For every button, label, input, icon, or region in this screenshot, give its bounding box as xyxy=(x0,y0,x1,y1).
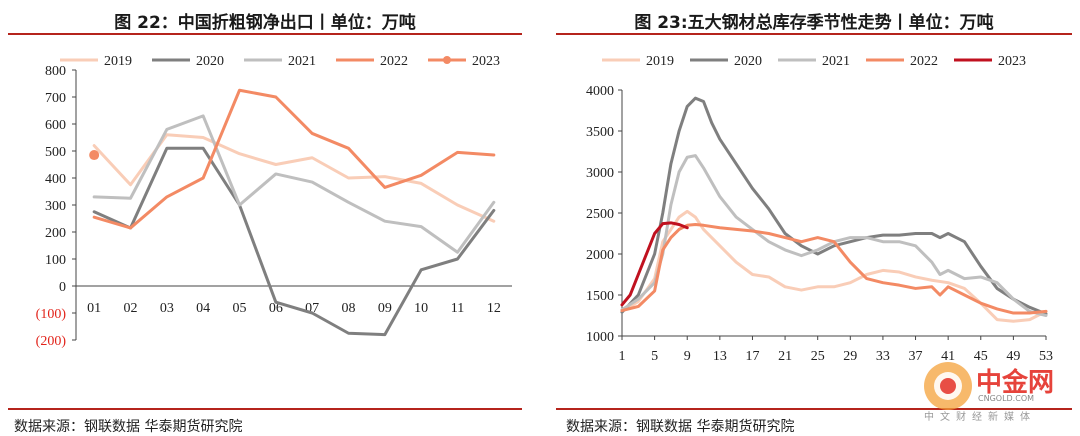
series-line-2020 xyxy=(620,96,1048,316)
left-x-tick-label: 01 xyxy=(87,301,101,316)
left-y-tick-label: 200 xyxy=(45,226,66,241)
legend-marker-2023 xyxy=(443,56,451,64)
left-source-rule xyxy=(8,408,522,410)
right-x-tick-label: 41 xyxy=(941,349,955,364)
left-y-tick-label: 400 xyxy=(45,172,66,187)
right-y-tick-label: 2500 xyxy=(586,207,614,222)
right-x-tick-label: 29 xyxy=(843,349,857,364)
left-title-rule xyxy=(8,33,522,35)
series-line-2021 xyxy=(620,154,1048,317)
right-x-tick-label: 37 xyxy=(909,349,923,364)
right-x-tick-label: 45 xyxy=(974,349,988,364)
left-y-tick-label: 600 xyxy=(45,118,66,133)
series-line-2022 xyxy=(620,222,1048,315)
right-chart-svg: 2019 2020 2021 2022 2023 1000 1500 2000 2500 3000… xyxy=(586,54,1053,364)
legend-label-2023: 2023 xyxy=(998,54,1026,69)
right-x-tick-label: 9 xyxy=(684,349,691,364)
right-x-tick-label: 53 xyxy=(1039,349,1053,364)
series-line-2023 xyxy=(620,221,689,307)
watermark-cn: 中金网 xyxy=(976,368,1055,398)
left-y-tick-label: 100 xyxy=(45,253,66,268)
right-y-tick-label: 1500 xyxy=(586,289,614,304)
right-y-tick-label: 3000 xyxy=(586,166,614,181)
cngold-watermark: 中金网 CNGOLD.COM 中文财经新媒体 xyxy=(920,358,1076,423)
right-y-tick-label: 2000 xyxy=(586,248,614,263)
right-source-rule xyxy=(556,408,1072,410)
series-line-2019 xyxy=(620,209,1048,323)
right-x-tick-label: 5 xyxy=(651,349,658,364)
left-y-tick-label: 300 xyxy=(45,199,66,214)
left-x-tick-label: 12 xyxy=(487,301,501,316)
left-chart-svg: 2019 2020 2021 2022 2023 (200) (100) 0 100 200 300… xyxy=(36,54,512,349)
right-y-tick-label: 3500 xyxy=(586,125,614,140)
legend-label-2022: 2022 xyxy=(910,54,938,69)
legend-label-2020: 2020 xyxy=(734,54,762,69)
legend-label-2021: 2021 xyxy=(822,54,850,69)
left-x-tick-label: 03 xyxy=(160,301,174,316)
series-line-2020 xyxy=(92,146,496,337)
legend-label-2022: 2022 xyxy=(380,54,408,69)
right-x-tick-label: 49 xyxy=(1006,349,1020,364)
legend-label-2019: 2019 xyxy=(104,54,132,69)
series-point-2023 xyxy=(89,150,100,161)
right-y-tick-label: 1000 xyxy=(586,330,614,345)
right-x-tick-label: 33 xyxy=(876,349,890,364)
left-y-tick-label: 500 xyxy=(45,145,66,160)
left-chart-panel: 图 22：中国折粗钢净出口丨单位：万吨 2019 2020 2021 2022 2023… xyxy=(0,0,530,435)
watermark-sub: 中文财经新媒体 xyxy=(924,412,1036,423)
left-x-tick-label: 04 xyxy=(196,301,210,316)
cngold-logo-icon xyxy=(924,362,972,410)
right-y-tick-label: 4000 xyxy=(586,84,614,99)
watermark-url: CNGOLD.COM xyxy=(978,394,1035,403)
left-y-tick-label: (200) xyxy=(36,334,67,349)
right-source-text: 数据来源：钢联数据 华泰期货研究院 xyxy=(566,419,795,435)
left-source-text: 数据来源：钢联数据 华泰期货研究院 xyxy=(14,419,243,435)
legend-label-2019: 2019 xyxy=(646,54,674,69)
legend-label-2021: 2021 xyxy=(288,54,316,69)
left-x-tick-label: 09 xyxy=(378,301,392,316)
right-x-tick-label: 1 xyxy=(619,349,626,364)
right-chart-title: 图 23:五大钢材总库存季节性走势丨单位：万吨 xyxy=(634,13,994,33)
right-x-tick-label: 17 xyxy=(745,349,759,364)
left-y-tick-label: 0 xyxy=(59,280,66,295)
series-line-2022 xyxy=(92,88,496,230)
legend-label-2020: 2020 xyxy=(196,54,224,69)
right-x-tick-label: 13 xyxy=(713,349,727,364)
left-x-tick-label: 05 xyxy=(233,301,247,316)
right-title-rule xyxy=(556,33,1072,35)
left-y-tick-label: (100) xyxy=(36,307,67,322)
left-x-tick-label: 08 xyxy=(342,301,356,316)
series-line-2021 xyxy=(92,114,496,254)
right-x-tick-label: 25 xyxy=(811,349,825,364)
left-x-tick-label: 10 xyxy=(414,301,428,316)
left-y-tick-label: 800 xyxy=(45,64,66,79)
left-x-tick-label: 02 xyxy=(124,301,138,316)
legend-label-2023: 2023 xyxy=(472,54,500,69)
right-chart-panel: 图 23:五大钢材总库存季节性走势丨单位：万吨 2019 2020 2021 2022… xyxy=(548,0,1080,435)
left-x-tick-label: 11 xyxy=(451,301,464,316)
left-y-tick-label: 700 xyxy=(45,91,66,106)
right-x-tick-label: 21 xyxy=(778,349,792,364)
left-chart-title: 图 22：中国折粗钢净出口丨单位：万吨 xyxy=(114,13,416,33)
